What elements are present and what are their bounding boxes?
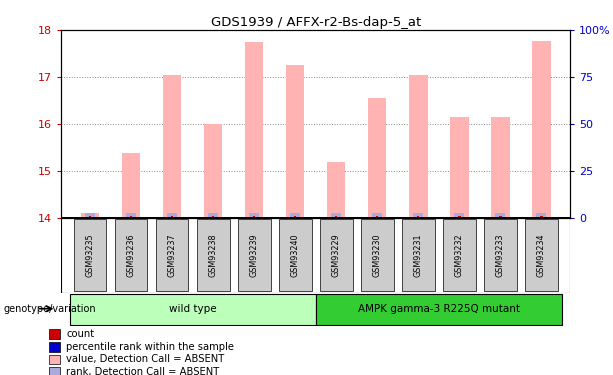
Text: AMPK gamma-3 R225Q mutant: AMPK gamma-3 R225Q mutant bbox=[358, 304, 520, 314]
Bar bbox=[279, 219, 311, 291]
Text: GSM93237: GSM93237 bbox=[167, 233, 177, 277]
Text: GSM93229: GSM93229 bbox=[332, 233, 341, 277]
Bar bbox=[69, 294, 316, 324]
Bar bbox=[454, 213, 465, 217]
Text: rank, Detection Call = ABSENT: rank, Detection Call = ABSENT bbox=[66, 367, 219, 375]
Bar bbox=[536, 213, 546, 217]
Bar bbox=[372, 213, 383, 217]
Bar bbox=[130, 216, 132, 217]
Bar bbox=[525, 219, 558, 291]
Bar bbox=[331, 213, 341, 217]
Bar bbox=[81, 213, 99, 217]
Text: GSM93232: GSM93232 bbox=[455, 233, 464, 277]
Bar bbox=[238, 219, 270, 291]
Bar bbox=[376, 216, 378, 217]
Text: GSM93238: GSM93238 bbox=[208, 233, 218, 277]
Bar bbox=[316, 294, 562, 324]
Bar bbox=[89, 216, 91, 217]
Bar bbox=[171, 216, 173, 217]
Bar bbox=[74, 219, 107, 291]
Bar bbox=[249, 213, 259, 217]
Bar bbox=[417, 216, 419, 217]
Bar bbox=[286, 65, 305, 218]
Bar bbox=[484, 219, 517, 291]
Bar bbox=[361, 219, 394, 291]
Bar bbox=[532, 41, 550, 218]
Bar bbox=[458, 216, 460, 217]
Bar bbox=[212, 216, 215, 217]
Bar bbox=[245, 42, 264, 218]
Text: wild type: wild type bbox=[169, 304, 216, 314]
Bar bbox=[85, 213, 95, 217]
Bar bbox=[499, 216, 501, 217]
Text: GSM93235: GSM93235 bbox=[86, 233, 94, 277]
Bar bbox=[443, 219, 476, 291]
Bar bbox=[163, 75, 181, 217]
Bar bbox=[204, 124, 223, 218]
Text: GSM93233: GSM93233 bbox=[496, 233, 505, 277]
Bar bbox=[49, 329, 60, 339]
Bar bbox=[294, 216, 296, 217]
Bar bbox=[320, 219, 352, 291]
Bar bbox=[49, 354, 60, 364]
Bar bbox=[450, 117, 468, 218]
Text: GSM93240: GSM93240 bbox=[291, 233, 300, 277]
Bar bbox=[253, 216, 256, 217]
Bar bbox=[156, 219, 189, 291]
Bar bbox=[126, 213, 136, 217]
Text: GSM93239: GSM93239 bbox=[249, 233, 259, 277]
Bar bbox=[540, 216, 543, 217]
Bar bbox=[49, 367, 60, 375]
Text: GSM93230: GSM93230 bbox=[373, 233, 382, 277]
Bar bbox=[402, 219, 435, 291]
Bar bbox=[290, 213, 300, 217]
Bar bbox=[122, 153, 140, 218]
Text: genotype/variation: genotype/variation bbox=[3, 304, 96, 314]
Bar bbox=[491, 117, 509, 218]
Bar bbox=[409, 75, 427, 217]
Bar bbox=[327, 162, 346, 218]
Text: percentile rank within the sample: percentile rank within the sample bbox=[66, 342, 234, 352]
Text: GSM93234: GSM93234 bbox=[537, 233, 546, 277]
Bar bbox=[115, 219, 148, 291]
Bar bbox=[335, 216, 337, 217]
Text: value, Detection Call = ABSENT: value, Detection Call = ABSENT bbox=[66, 354, 224, 364]
Title: GDS1939 / AFFX-r2-Bs-dap-5_at: GDS1939 / AFFX-r2-Bs-dap-5_at bbox=[211, 16, 421, 29]
Bar bbox=[413, 213, 424, 217]
Bar bbox=[167, 213, 177, 217]
Bar bbox=[208, 213, 218, 217]
Bar bbox=[495, 213, 505, 217]
Bar bbox=[368, 98, 386, 218]
Bar bbox=[197, 219, 229, 291]
Text: GSM93236: GSM93236 bbox=[126, 233, 135, 277]
Bar bbox=[49, 342, 60, 352]
Text: count: count bbox=[66, 329, 94, 339]
Text: GSM93231: GSM93231 bbox=[414, 233, 423, 277]
